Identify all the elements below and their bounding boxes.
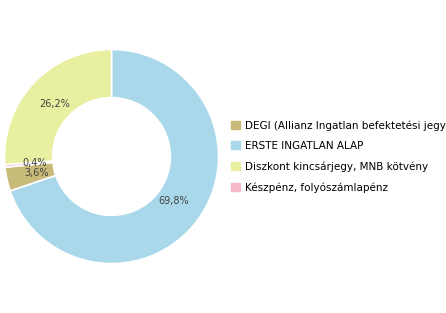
Wedge shape	[10, 49, 219, 264]
Legend: DEGI (Allianz Ingatlan befektetési jegy), ERSTE INGATLAN ALAP, Diszkont kincsárj: DEGI (Allianz Ingatlan befektetési jegy)…	[229, 118, 446, 195]
Text: 0,4%: 0,4%	[22, 158, 47, 168]
Text: 26,2%: 26,2%	[40, 99, 70, 109]
Wedge shape	[4, 49, 111, 165]
Text: 3,6%: 3,6%	[24, 168, 49, 178]
Text: 69,8%: 69,8%	[159, 196, 190, 206]
Wedge shape	[5, 162, 56, 191]
Wedge shape	[5, 161, 53, 167]
